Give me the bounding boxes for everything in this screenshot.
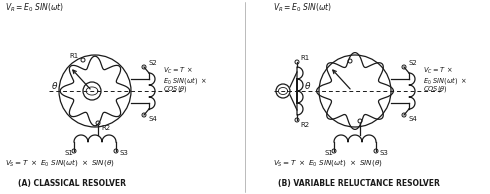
Text: S3: S3 [119, 150, 128, 156]
Text: $COS(\theta)$: $COS(\theta)$ [423, 85, 448, 94]
Text: $V_S = T\ \times\ E_0\ SIN(\omega t)\ \times\ SIN(\theta)$: $V_S = T\ \times\ E_0\ SIN(\omega t)\ \t… [273, 158, 383, 169]
Text: $E_0\ SIN(\omega t)\ \times$: $E_0\ SIN(\omega t)\ \times$ [423, 74, 467, 86]
Text: R2: R2 [300, 122, 309, 128]
Text: (A) CLASSICAL RESOLVER: (A) CLASSICAL RESOLVER [18, 179, 126, 188]
Text: S2: S2 [148, 60, 157, 66]
Text: S4: S4 [148, 116, 157, 122]
Text: R1: R1 [300, 55, 309, 61]
Text: $\theta$: $\theta$ [304, 80, 311, 91]
Text: S4: S4 [408, 116, 417, 122]
Text: S1: S1 [324, 150, 333, 156]
Text: $E_0\ SIN(\omega t)\ \times$: $E_0\ SIN(\omega t)\ \times$ [163, 74, 207, 86]
Text: (B) VARIABLE RELUCTANCE RESOLVER: (B) VARIABLE RELUCTANCE RESOLVER [278, 179, 440, 188]
Text: S1: S1 [64, 150, 73, 156]
Text: $V_S = T\ \times\ E_0\ SIN(\omega t)\ \times\ SIN(\theta)$: $V_S = T\ \times\ E_0\ SIN(\omega t)\ \t… [5, 158, 115, 169]
Text: $COS(\theta)$: $COS(\theta)$ [163, 85, 188, 94]
Text: $V_R = E_0\ SIN(\omega t)$: $V_R = E_0\ SIN(\omega t)$ [273, 2, 332, 15]
Text: S2: S2 [408, 60, 417, 66]
Text: $\theta$: $\theta$ [51, 80, 58, 91]
Text: R1: R1 [69, 53, 78, 59]
Text: $V_C = T\ \times$: $V_C = T\ \times$ [163, 66, 193, 76]
Text: R2: R2 [101, 125, 110, 131]
Text: $V_C = T\ \times$: $V_C = T\ \times$ [423, 66, 453, 76]
Text: S3: S3 [379, 150, 388, 156]
Text: $V_R = E_0\ SIN(\omega t)$: $V_R = E_0\ SIN(\omega t)$ [5, 2, 64, 15]
